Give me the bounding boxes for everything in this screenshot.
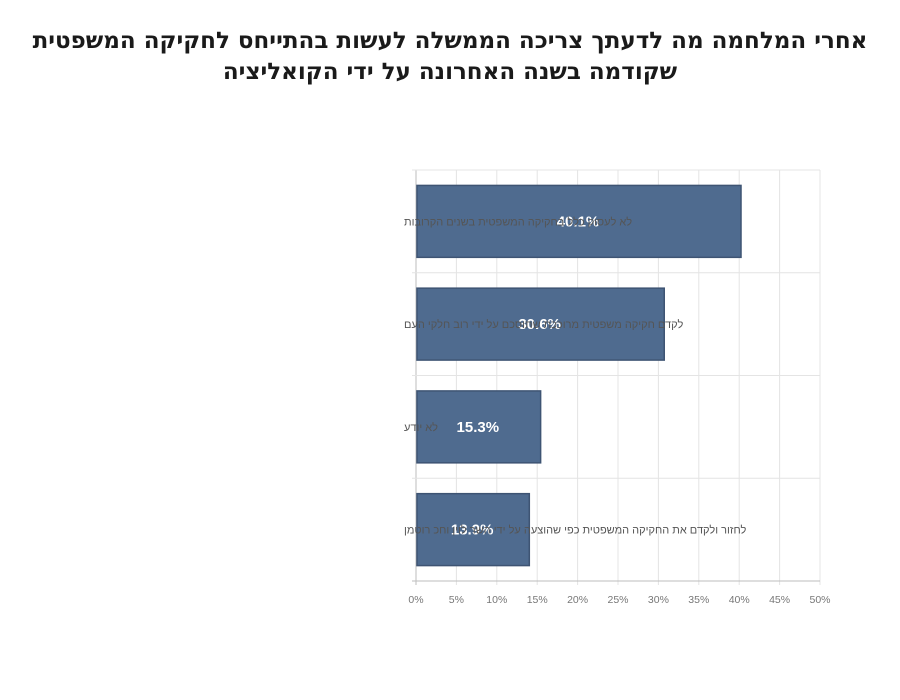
x-tick-label: 20% [567, 594, 588, 606]
chart-title-line-2: שקודמה בשנה האחרונה על ידי הקואליציה [222, 59, 678, 85]
bar [416, 184, 742, 259]
category-label: לא לעסוק כלל בחקיקה המשפטית בשנים הקרובו… [404, 215, 632, 228]
x-tick-label: 30% [648, 594, 669, 606]
data-label: 40.1% [557, 213, 600, 230]
x-tick-label: 25% [607, 594, 628, 606]
chart-title: אחרי המלחמה מה לדעתך צריכה הממשלה לעשות … [30, 26, 870, 88]
x-tick-label: 40% [729, 594, 750, 606]
chart-title-line-1: אחרי המלחמה מה לדעתך צריכה הממשלה לעשות … [32, 28, 868, 54]
data-label: 15.3% [457, 419, 500, 436]
category-label: לחזור ולקדם את החקיקה המשפטית כפי שהוצעה… [404, 524, 746, 537]
bar [416, 492, 531, 567]
data-label: 30.6% [518, 316, 561, 333]
category-label: לקדם חקיקה משפטית מרוככת שתוסכם על ידי ר… [404, 318, 684, 331]
bar [416, 287, 665, 361]
x-tick-label: 0% [408, 594, 423, 606]
x-tick-label: 10% [486, 594, 507, 606]
x-tick-label: 45% [769, 594, 790, 606]
x-tick-label: 5% [449, 594, 464, 606]
bar [416, 390, 542, 464]
x-tick-label: 50% [809, 594, 830, 606]
category-label: לא יודע [404, 421, 438, 434]
x-tick-label: 35% [688, 594, 709, 606]
data-label: 13.9% [451, 522, 494, 539]
x-tick-label: 15% [527, 594, 548, 606]
